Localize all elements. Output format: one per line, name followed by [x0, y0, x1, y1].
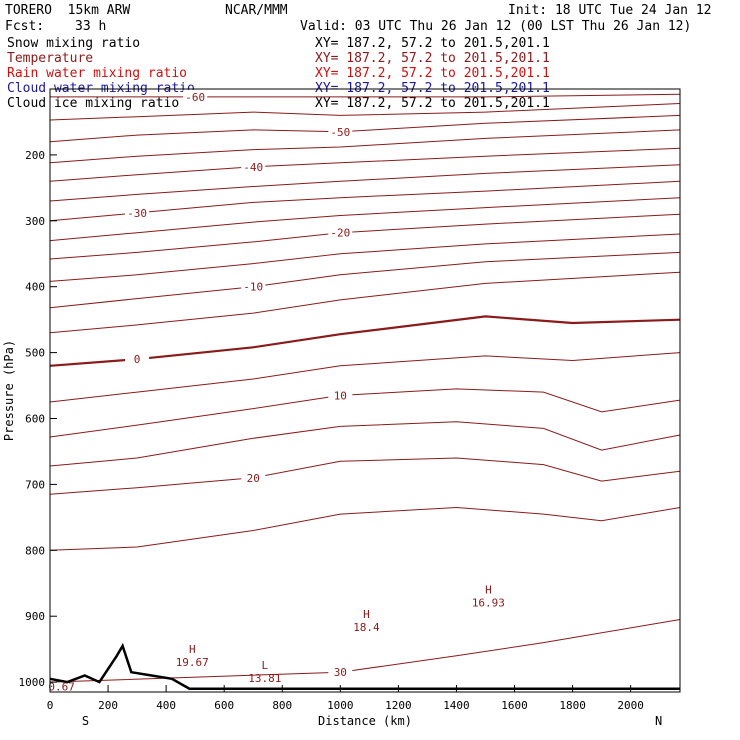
x-tick-label: 1000: [327, 699, 354, 712]
y-tick-label: 500: [25, 347, 45, 360]
isotherm-line: [49, 129, 681, 164]
isotherm-label-bg: [241, 159, 266, 173]
legend-snow-name: Snow mixing ratio: [7, 36, 141, 51]
legend-rain-name: Rain water mixing ratio: [7, 66, 188, 81]
y-tick-label: 900: [25, 610, 45, 623]
x-tick-label: 600: [214, 699, 234, 712]
isotherm-label: 20: [247, 472, 260, 485]
isotherm-label: -60: [185, 91, 205, 104]
isotherm-line: [49, 233, 681, 282]
y-tick-label: 700: [25, 478, 45, 491]
isotherm-line: [49, 388, 681, 438]
isotherm-line: [49, 103, 681, 121]
y-tick-label: 300: [25, 215, 45, 228]
isotherm-line: [49, 271, 681, 334]
isotherm-line: [49, 251, 681, 309]
init-time: Init: 18 UTC Tue 24 Jan 12: [508, 3, 712, 18]
isotherm-label: -20: [330, 227, 350, 240]
extremum-value: 18.4: [353, 621, 380, 634]
legend-temperature-name: Temperature: [7, 51, 94, 66]
isotherm-line: [49, 619, 681, 683]
isotherm-line: [49, 180, 681, 222]
isotherm-label: 30: [334, 666, 347, 679]
isotherm-line: [49, 421, 681, 467]
extremum-value: 16.93: [472, 597, 505, 610]
y-tick-label: 800: [25, 544, 45, 557]
isotherm-line: [49, 457, 681, 495]
axis-ticks: 0 200 400 600 800 1000 1200 1400 1600 1800 2000200…: [19, 149, 644, 712]
extremum-value: 13.81: [248, 672, 281, 685]
x-tick-label: 1200: [385, 699, 412, 712]
south-endpoint-label: S: [82, 714, 89, 728]
x-tick-label: 2000: [617, 699, 644, 712]
isotherm-label-bg: [241, 470, 266, 484]
extremum-kind: H: [363, 608, 370, 621]
forecast-label: Fcst:: [5, 19, 45, 34]
north-endpoint-label: N: [655, 714, 662, 728]
isotherm-label-bg: [328, 225, 353, 239]
terrain-line: [49, 642, 680, 690]
isotherm-label: -30: [127, 207, 147, 220]
isotherm-line: [50, 93, 681, 98]
isotherm-line: [49, 197, 681, 242]
isotherm-label-bg: [328, 665, 353, 679]
isotherm-label-bg: [328, 124, 353, 138]
isotherm-label-bg: [125, 352, 150, 366]
isotherm-label: 0: [134, 353, 141, 366]
isotherm-label-bg: [183, 89, 208, 103]
isotherm-line: [49, 114, 681, 143]
isotherm-label-bg: [328, 388, 353, 402]
legend-ice-xy: XY= 187.2, 57.2 to 201.5,201.1: [315, 96, 550, 111]
isotherm-line: [49, 213, 681, 260]
extremum-value: 0.67: [48, 680, 75, 693]
x-tick-label: 1400: [443, 699, 470, 712]
legend-temperature-xy: XY= 187.2, 57.2 to 201.5,201.1: [315, 51, 550, 66]
isotherm-label-bg: [241, 279, 266, 293]
model-title: TORERO 15km ARW: [5, 3, 131, 18]
isotherm-label: -40: [243, 161, 263, 174]
x-tick-label: 1600: [501, 699, 528, 712]
isotherm-label-bg: [125, 205, 150, 219]
forecast-hours: 33 h: [75, 19, 107, 34]
y-tick-label: 1000: [19, 676, 46, 689]
isotherm-label: 10: [334, 389, 347, 402]
y-tick-label: 600: [25, 413, 45, 426]
y-tick-label: 400: [25, 281, 45, 294]
extremum-kind: H: [485, 584, 492, 597]
extremum-value: 19.67: [176, 656, 209, 669]
legend-ice-name: Cloud ice mixing ratio: [7, 96, 180, 111]
x-tick-label: 200: [98, 699, 118, 712]
isotherm-group: -60 -50 -40 -30 -20 -10 0 10 20 30: [49, 89, 681, 683]
legend-snow-xy: XY= 187.2, 57.2 to 201.5,201.1: [315, 36, 550, 51]
plot-frame: [49, 88, 681, 693]
x-tick-label: 800: [272, 699, 292, 712]
extremum-kind: H: [189, 643, 196, 656]
isotherm-label: -50: [330, 126, 350, 139]
isotherm-line: [49, 164, 681, 202]
center-label: NCAR/MMM: [225, 3, 288, 18]
x-tick-label: 400: [156, 699, 176, 712]
y-axis-label: Pressure (hPa): [2, 340, 16, 441]
extremum-kind: L: [262, 659, 269, 672]
isotherm-label: -10: [243, 281, 263, 294]
valid-time: Valid: 03 UTC Thu 26 Jan 12 (00 LST Thu …: [300, 19, 692, 34]
legend-rain-xy: XY= 187.2, 57.2 to 201.5,201.1: [315, 66, 550, 81]
isotherm-line: [49, 352, 681, 403]
y-tick-label: 200: [25, 149, 45, 162]
x-axis-label: Distance (km): [318, 714, 412, 728]
x-tick-label: 0: [47, 699, 54, 712]
x-tick-label: 1800: [559, 699, 586, 712]
isotherm-line: [49, 506, 681, 551]
isotherm-line: [49, 147, 681, 182]
